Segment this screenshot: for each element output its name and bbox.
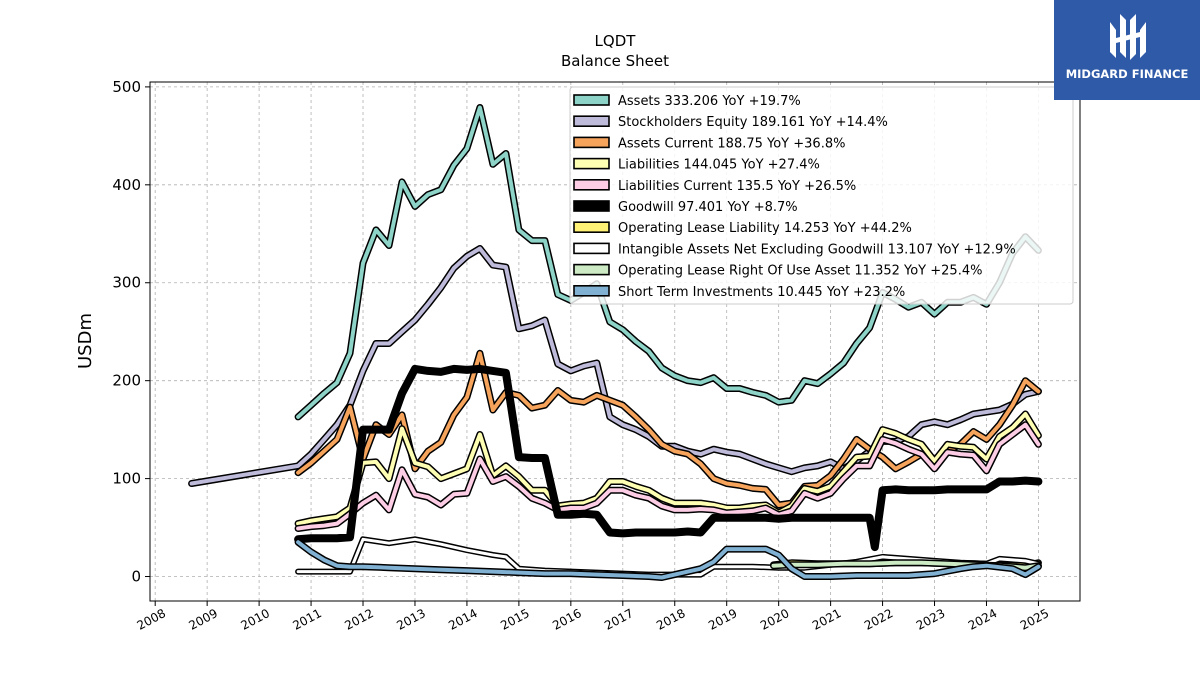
x-tick-label: 2010: [238, 606, 272, 633]
legend-label-1: Stockholders Equity 189.161 YoY +14.4%: [618, 115, 888, 130]
legend-swatch-3: [573, 157, 610, 170]
series-line-5: [294, 364, 1043, 552]
y-axis-label: USDm: [75, 313, 96, 369]
y-tick-label: 300: [112, 274, 141, 292]
y-tick-label: 0: [131, 568, 141, 586]
series-lines: [188, 104, 1043, 581]
chart-subtitle: Balance Sheet: [561, 52, 669, 70]
legend-swatch-0: [573, 94, 610, 106]
x-tick-label: 2015: [498, 606, 532, 633]
legend-swatch-9: [573, 284, 610, 297]
x-tick-label: 2025: [1018, 606, 1052, 633]
legend-label-9: Short Term Investments 10.445 YoY +23.2%: [618, 285, 905, 300]
legend-label-3: Liabilities 144.045 YoY +27.4%: [618, 158, 820, 173]
legend-box: [569, 86, 1074, 305]
y-tick-label: 200: [112, 372, 141, 390]
x-tick-label: 2013: [394, 606, 428, 633]
x-tick-label: 2017: [602, 606, 636, 633]
legend: Assets 333.206 YoY +19.7% Stockholders Eq…: [569, 86, 1074, 305]
series-line-2: [296, 351, 1041, 507]
x-tick-label: 2012: [342, 606, 376, 633]
x-tick-label: 2014: [446, 606, 480, 633]
brand-name: MIDGARD FINANCE: [1065, 67, 1189, 81]
legend-swatch-4: [573, 179, 610, 191]
legend-swatch-6: [573, 221, 610, 233]
legend-swatch-8: [573, 263, 610, 276]
x-tick-label: 2008: [135, 606, 169, 633]
legend-label-2: Assets Current 188.75 YoY +36.8%: [618, 136, 845, 151]
x-tick-label: 2009: [187, 606, 221, 633]
legend-swatch-1: [573, 115, 610, 127]
x-tick-label: 2021: [810, 606, 844, 633]
brand-logo: MIDGARD FINANCE: [1054, 0, 1200, 100]
series-line-4: [296, 422, 1041, 531]
series-line-0: [296, 105, 1041, 419]
legend-swatch-7: [573, 242, 610, 255]
x-tick-label: 2019: [706, 606, 740, 633]
y-axis: 0 100 200 300 400 500: [112, 78, 150, 586]
y-tick-label: 100: [112, 470, 141, 488]
x-axis: 2008 2009 2010 2011 2012 2013 2014 2015 2016 2017…: [135, 601, 1052, 633]
x-tick-label: 2022: [862, 606, 896, 633]
chart-title: LQDT: [594, 32, 636, 50]
series-line-3: [296, 412, 1041, 526]
x-tick-label: 2024: [966, 606, 1000, 633]
legend-label-7: Intangible Assets Net Excluding Goodwill…: [618, 242, 1016, 257]
plot-frame: [149, 81, 1081, 602]
legend-swatch-2: [573, 136, 610, 149]
legend-label-4: Liabilities Current 135.5 YoY +26.5%: [618, 179, 856, 194]
legend-label-0: Assets 333.206 YoY +19.7%: [618, 94, 801, 109]
legend-label-5: Goodwill 97.401 YoY +8.7%: [618, 200, 798, 215]
x-tick-label: 2011: [290, 606, 324, 633]
series-line-9: [296, 540, 1041, 580]
midgard-logo-icon: [1110, 14, 1146, 60]
legend-label-6: Operating Lease Liability 14.253 YoY +44…: [618, 221, 912, 236]
y-tick-label: 500: [112, 78, 141, 96]
x-tick-label: 2023: [914, 606, 948, 633]
x-tick-label: 2016: [550, 606, 584, 633]
y-tick-label: 400: [112, 176, 141, 194]
legend-swatch-5: [573, 200, 610, 212]
legend-label-8: Operating Lease Right Of Use Asset 11.35…: [618, 264, 982, 279]
x-tick-label: 2020: [758, 606, 792, 633]
x-tick-label: 2018: [654, 606, 688, 633]
